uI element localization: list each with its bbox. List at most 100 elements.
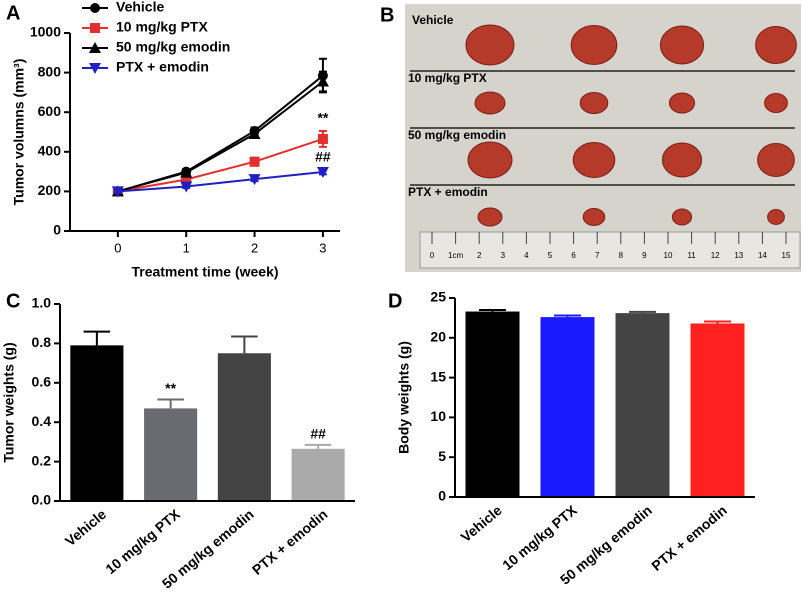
bar <box>144 408 198 501</box>
tumor <box>767 209 785 225</box>
marker <box>111 186 124 198</box>
significance-label: ** <box>165 380 176 396</box>
marker <box>89 42 101 53</box>
x-tick-label: 3 <box>319 240 326 255</box>
legend-label: 10 mg/kg PTX <box>116 19 208 35</box>
panel-letter: A <box>6 2 20 24</box>
marker <box>180 181 193 193</box>
marker <box>316 75 329 87</box>
ruler-label: 6 <box>571 251 576 260</box>
marker <box>181 174 192 185</box>
x-tick-label: 1 <box>183 240 190 255</box>
y-axis-label: Tumor volumns (mm³) <box>11 59 27 206</box>
group-label: 10 mg/kg PTX <box>408 71 487 85</box>
error-bar <box>704 320 731 324</box>
marker <box>248 174 261 186</box>
tumor <box>465 24 515 66</box>
y-tick-label: 600 <box>38 103 62 119</box>
error-bar <box>231 335 258 354</box>
y-axis-label: Body weights (g) <box>396 341 412 454</box>
error-bar <box>479 308 506 312</box>
ruler-label: 1cm <box>448 251 463 260</box>
bar <box>615 313 670 497</box>
group-label: PTX + emodin <box>408 185 488 199</box>
tumor <box>477 207 503 227</box>
significance-label: ## <box>310 426 326 442</box>
y-tick-label: 400 <box>38 143 62 159</box>
marker <box>180 166 193 178</box>
x-tick-label: 0 <box>114 240 121 255</box>
panel-letter: D <box>388 290 402 312</box>
error-bar <box>157 398 184 409</box>
y-tick-label: 0.8 <box>32 334 52 350</box>
series-line <box>117 80 324 193</box>
ruler-label: 7 <box>595 251 600 260</box>
bar <box>690 323 745 497</box>
tumor <box>659 25 705 65</box>
legend-label: 50 mg/kg emodin <box>116 39 230 55</box>
series-line <box>117 74 324 193</box>
tumor <box>764 93 788 113</box>
ruler-label: 11 <box>687 251 696 260</box>
significance-label: ** <box>317 110 328 126</box>
y-tick-label: 5 <box>438 448 446 464</box>
photo-panel: Vehicle 10 mg/kg PTX 50 mg/kg emodin PTX + … <box>405 4 801 272</box>
tumor <box>755 26 797 64</box>
ruler-label: 4 <box>524 251 529 260</box>
y-tick-label: 0 <box>438 488 446 504</box>
ruler-label: 0 <box>430 251 435 260</box>
ruler-label: 13 <box>734 251 743 260</box>
ruler-label: 2 <box>477 251 482 260</box>
x-axis-label: Treatment time (week) <box>131 264 278 280</box>
tumor <box>570 25 618 65</box>
ruler-label: 3 <box>501 251 506 260</box>
ruler-label: 15 <box>782 251 791 260</box>
marker <box>316 166 329 178</box>
y-tick-label: 25 <box>430 289 446 305</box>
ruler-label: 10 <box>664 251 673 260</box>
y-tick-label: 0 <box>53 222 61 238</box>
y-tick-label: 0.4 <box>32 413 52 429</box>
y-tick-label: 0.2 <box>32 452 52 468</box>
marker <box>248 127 261 139</box>
series-line <box>117 171 324 193</box>
y-tick-label: 0.6 <box>32 374 52 390</box>
x-tick-label: PTX + emodin <box>249 506 331 578</box>
x-tick-label: Vehicle <box>458 502 505 545</box>
panel-letter: C <box>6 290 20 312</box>
panel-letter: B <box>380 4 394 26</box>
tumor <box>661 142 703 178</box>
bar <box>217 353 271 501</box>
group-label: Vehicle <box>412 13 454 27</box>
y-tick-label: 1000 <box>30 24 61 40</box>
significance-label: ## <box>315 148 331 164</box>
x-tick-label: PTX + emodin <box>648 502 730 574</box>
tumor <box>668 92 696 114</box>
bar <box>540 317 595 497</box>
x-tick-label: 10 mg/kg PTX <box>102 505 183 577</box>
tumor <box>467 141 513 179</box>
tumor <box>757 143 795 177</box>
x-tick-label: Vehicle <box>62 506 109 549</box>
tumor <box>572 142 616 178</box>
ruler-label: 8 <box>619 251 624 260</box>
series-line <box>117 137 324 193</box>
y-axis-label: Tumor weights (g) <box>1 342 17 462</box>
y-tick-label: 0.0 <box>32 492 52 508</box>
ruler-label: 14 <box>758 251 767 260</box>
y-tick-label: 1.0 <box>32 295 52 311</box>
marker <box>90 23 100 33</box>
marker <box>317 133 328 144</box>
tumor <box>579 92 609 114</box>
error-bar <box>83 330 111 346</box>
error-bar <box>304 443 332 449</box>
marker <box>90 3 100 13</box>
x-tick-label: 2 <box>251 240 258 255</box>
tumor <box>474 91 506 115</box>
marker <box>249 156 260 167</box>
y-tick-label: 20 <box>430 329 446 345</box>
y-tick-label: 10 <box>430 408 446 424</box>
bar <box>291 448 345 501</box>
